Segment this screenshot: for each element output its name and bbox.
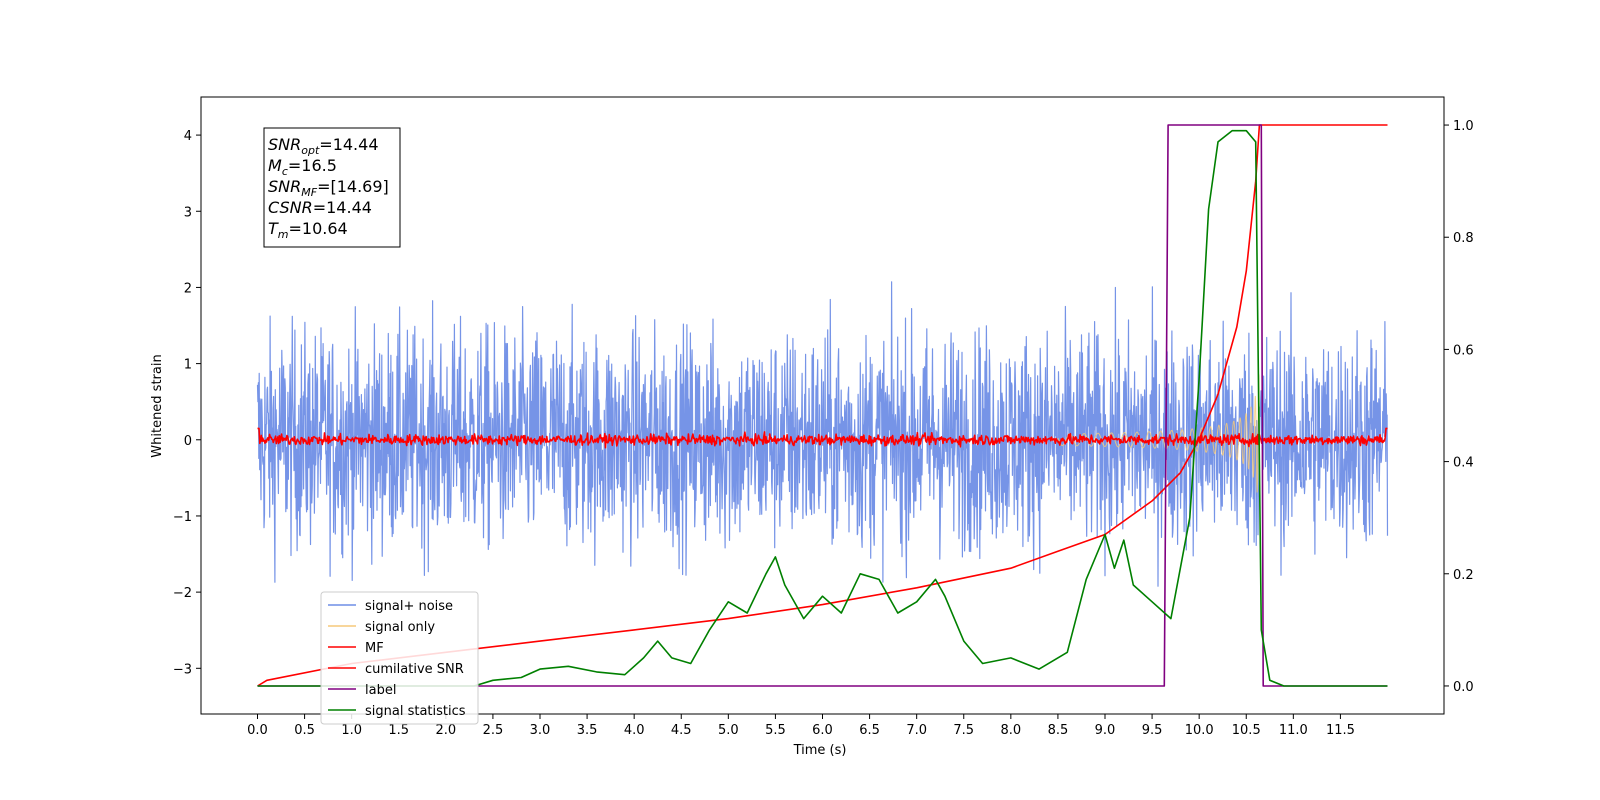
legend: signal+ noise signal only MF cumilative SNR… — [320, 591, 479, 725]
x-tick-label: 0.0 — [247, 723, 268, 738]
x-tick-label: 7.5 — [953, 723, 974, 738]
y-tick-label: −1 — [173, 510, 192, 525]
x-axis-label: Time (s) — [793, 743, 847, 758]
stats-line: SNRopt=14.44 — [268, 135, 379, 157]
x-tick-label: 5.5 — [765, 723, 786, 738]
x-tick-label: 2.5 — [483, 723, 504, 738]
y-tick-label: 3 — [184, 205, 192, 220]
x-tick-label: 11.5 — [1326, 723, 1355, 738]
y-tick-label: 0 — [184, 434, 192, 449]
y2-tick-label: 0.4 — [1453, 456, 1474, 471]
y-axis-label: Whitened strain — [150, 354, 165, 457]
legend-label: signal+ noise — [365, 599, 453, 614]
y2-tick-label: 0.8 — [1453, 231, 1474, 246]
legend-label: label — [365, 683, 396, 698]
legend-label: signal only — [365, 620, 435, 635]
legend-frame — [320, 591, 479, 725]
x-tick-label: 10.5 — [1232, 723, 1261, 738]
stats-box-frame — [263, 127, 401, 248]
x-tick-label: 3.0 — [530, 723, 551, 738]
y-tick-label: 2 — [184, 281, 192, 296]
stats-box: SNRopt=14.44Mc=16.5SNRMF=[14.69]CSNR=14.… — [263, 127, 401, 248]
stats-line: Tm=10.64 — [268, 219, 348, 241]
y-tick-label: −2 — [173, 586, 192, 601]
x-tick-label: 8.5 — [1048, 723, 1069, 738]
x-tick-label: 11.0 — [1279, 723, 1308, 738]
x-tick-label: 5.0 — [718, 723, 739, 738]
y-tick-label: −3 — [173, 662, 192, 677]
y2-tick-label: 0.6 — [1453, 343, 1474, 358]
x-tick-label: 9.0 — [1095, 723, 1116, 738]
x-tick-label: 9.5 — [1142, 723, 1163, 738]
x-tick-label: 6.5 — [859, 723, 880, 738]
x-tick-label: 0.5 — [294, 723, 315, 738]
legend-label: cumilative SNR — [365, 662, 464, 677]
y2-tick-label: 1.0 — [1453, 119, 1474, 134]
x-tick-label: 4.0 — [624, 723, 645, 738]
series-signal-only — [1057, 373, 1260, 493]
x-tick-label: 1.0 — [341, 723, 362, 738]
x-tick-label: 7.0 — [906, 723, 927, 738]
x-tick-label: 3.5 — [577, 723, 598, 738]
x-tick-label: 8.0 — [1000, 723, 1021, 738]
y2-tick-label: 0.0 — [1453, 680, 1474, 695]
legend-label: signal statistics — [365, 704, 466, 719]
series-signal-noise — [256, 281, 1389, 587]
y-axis-left: −3 −2 −1 0 1 2 3 4 — [173, 129, 201, 677]
x-tick-label: 4.5 — [671, 723, 692, 738]
y-axis-right: 0.0 0.2 0.4 0.6 0.8 1.0 — [1444, 119, 1474, 695]
stats-line: Mc=16.5 — [268, 156, 337, 178]
x-tick-label: 6.0 — [812, 723, 833, 738]
x-tick-label: 2.0 — [435, 723, 456, 738]
legend-label: MF — [365, 641, 384, 656]
series-signal-statistics — [257, 129, 1388, 687]
x-axis: 0.0 0.5 1.0 1.5 2.0 2.5 3.0 3.5 4.0 4.5 5.0 5.5 6.0 6… — [247, 714, 1355, 738]
y2-tick-label: 0.2 — [1453, 568, 1474, 583]
y-tick-label: 4 — [184, 129, 192, 144]
x-tick-label: 10.0 — [1185, 723, 1214, 738]
stats-line: SNRMF=[14.69] — [268, 177, 389, 199]
x-tick-label: 1.5 — [388, 723, 409, 738]
stats-line: CSNR=14.44 — [268, 198, 372, 217]
y-tick-label: 1 — [184, 358, 192, 373]
